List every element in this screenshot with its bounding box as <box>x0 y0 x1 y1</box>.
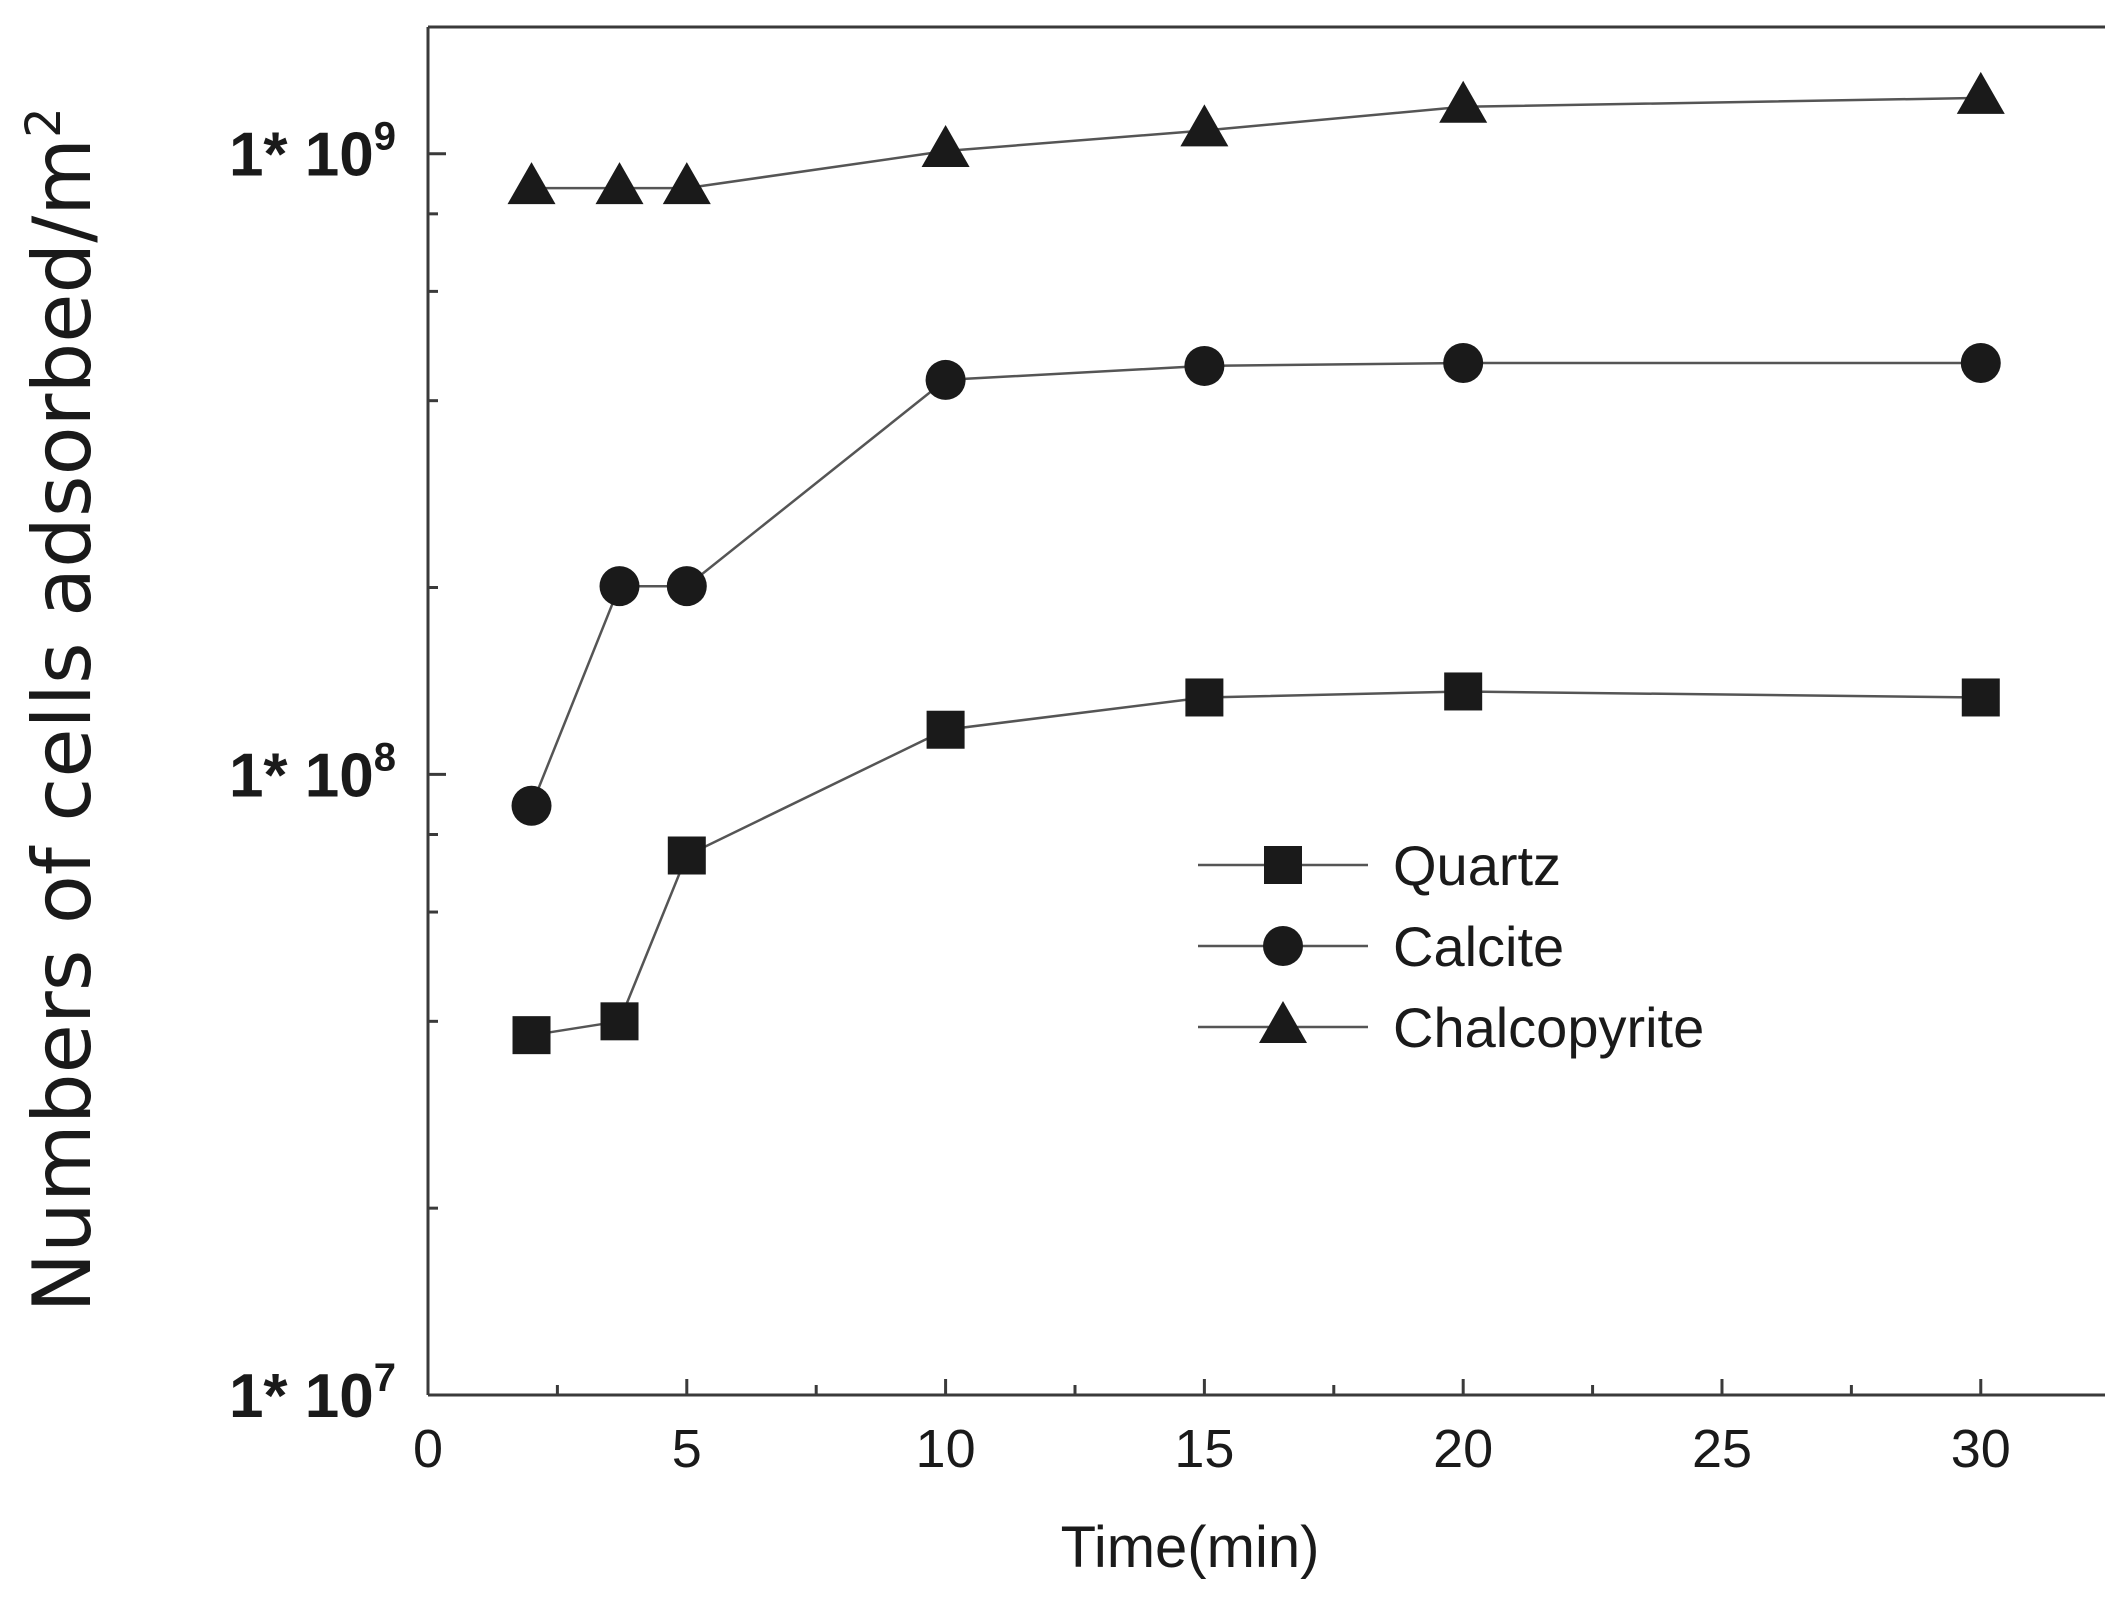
x-axis-title: Time(min) <box>1061 1515 1320 1580</box>
data-point-chalcopyrite <box>921 124 970 167</box>
legend-marker-triangle <box>1259 1000 1307 1043</box>
series-line-calcite <box>530 361 1981 807</box>
data-point-chalcopyrite <box>662 162 711 205</box>
legend: Quartz Calcite Chalcopyrite <box>1198 834 1704 1059</box>
series-line-quartz <box>531 690 1981 1037</box>
y-axis-title-main: Numbers of cells adsorbed/m <box>16 138 109 1313</box>
y-axis-title-superscript: 2 <box>16 107 72 138</box>
data-point-calcite <box>666 566 707 607</box>
x-tick-label: 30 <box>1951 1419 2011 1479</box>
y-tick-label-exponent: 7 <box>374 1356 396 1400</box>
series-calcite <box>511 342 2001 826</box>
x-tick-label: 0 <box>413 1419 443 1479</box>
y-tick-label: 1* 109 <box>229 115 396 190</box>
y-axis-title: Numbers of cells adsorbed/m2 <box>16 107 109 1312</box>
x-tick-label: 20 <box>1433 1419 1493 1479</box>
legend-item-chalcopyrite: Chalcopyrite <box>1198 996 1704 1059</box>
y-tick-label-exponent: 9 <box>374 115 396 159</box>
data-point-quartz <box>667 836 706 875</box>
series-chalcopyrite <box>507 71 2005 205</box>
x-ticks: 0 5 10 15 20 25 30 <box>413 1379 2011 1479</box>
data-point-calcite <box>925 359 966 400</box>
legend-item-quartz: Quartz <box>1198 834 1561 897</box>
data-point-chalcopyrite <box>595 162 644 205</box>
legend-item-calcite: Calcite <box>1198 915 1564 978</box>
x-tick-label: 15 <box>1174 1419 1234 1479</box>
legend-marker-circle <box>1263 926 1303 966</box>
x-tick-label: 10 <box>916 1419 976 1479</box>
y-tick-label-base: 1* 10 <box>229 741 374 810</box>
legend-label: Chalcopyrite <box>1393 996 1704 1059</box>
data-point-calcite <box>511 785 552 826</box>
series-line-chalcopyrite <box>531 96 1981 190</box>
data-point-calcite <box>599 566 640 607</box>
y-tick-label: 1* 107 <box>229 1356 396 1431</box>
y-tick-label-exponent: 8 <box>374 735 396 779</box>
legend-label: Quartz <box>1393 834 1561 897</box>
data-point-quartz <box>512 1016 551 1055</box>
data-point-chalcopyrite <box>1180 104 1229 147</box>
data-point-calcite <box>1184 345 1225 386</box>
data-point-chalcopyrite <box>507 162 556 205</box>
data-point-quartz <box>1444 672 1483 711</box>
data-point-calcite <box>1960 342 2001 383</box>
y-tick-label-base: 1* 10 <box>229 121 374 190</box>
x-tick-label: 25 <box>1692 1419 1752 1479</box>
x-tick-label: 5 <box>672 1419 702 1479</box>
data-point-quartz <box>926 710 965 749</box>
data-point-calcite <box>1443 342 1484 383</box>
series-quartz <box>512 672 2000 1055</box>
axes <box>426 25 2105 1397</box>
data-point-quartz <box>1185 678 1224 717</box>
data-point-chalcopyrite <box>1956 71 2005 114</box>
data-point-quartz <box>600 1002 639 1041</box>
data-point-chalcopyrite <box>1439 80 1488 123</box>
data-point-quartz <box>1961 678 2000 717</box>
y-tick-label: 1* 108 <box>229 735 396 810</box>
y-tick-label-base: 1* 10 <box>229 1362 374 1431</box>
legend-marker-square <box>1264 846 1302 884</box>
series <box>507 71 2005 1055</box>
legend-label: Calcite <box>1393 915 1564 978</box>
